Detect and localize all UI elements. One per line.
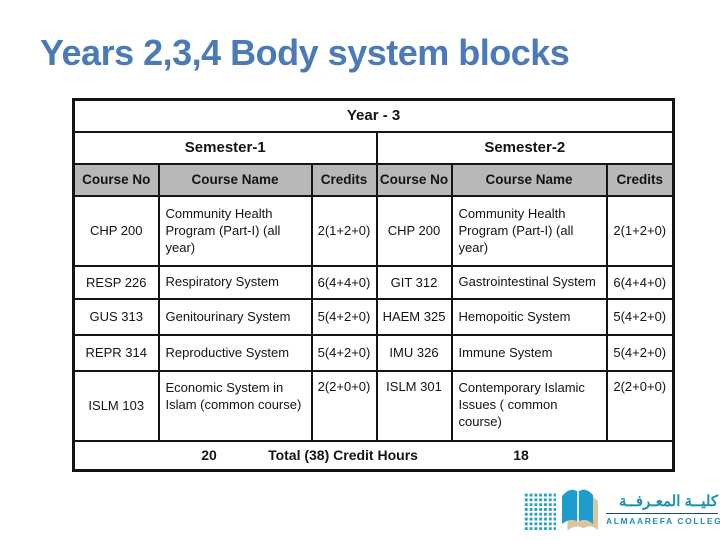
cell-s1-course-no: GUS 313 (72, 297, 160, 336)
cell-s2-course-name: Community Health Program (Part-I) (all y… (450, 194, 608, 267)
cell-s1-credits: 5(4+2+0) (310, 297, 378, 336)
col-header-s1-course-no: Course No (72, 162, 160, 197)
cell-s2-course-no: CHP 200 (375, 194, 453, 267)
cell-s1-course-no: RESP 226 (72, 264, 160, 300)
cell-s2-course-name: Immune System (450, 333, 608, 372)
cell-s1-course-name: Respiratory System (157, 264, 313, 300)
table-row: GUS 313 Genitourinary System 5(4+2+0) HA… (72, 297, 675, 336)
total-credit-hours-label: Total (38) Credit Hours (268, 447, 418, 464)
cell-s2-credits: 5(4+2+0) (605, 333, 675, 372)
cell-s2-credits: 2(1+2+0) (605, 194, 675, 267)
totals-row: 20 Total (38) Credit Hours 18 (72, 439, 675, 472)
college-book-logo-icon (523, 489, 598, 531)
year-header-row: Year - 3 (72, 98, 675, 133)
year-header: Year - 3 (72, 98, 675, 133)
totals-cell: 20 Total (38) Credit Hours 18 (72, 439, 675, 472)
cell-s2-course-no: HAEM 325 (375, 297, 453, 336)
logo-english-name: ALMAAREFA COLLEGE (606, 515, 720, 526)
cell-s2-course-no: IMU 326 (375, 333, 453, 372)
cell-s2-course-no: GIT 312 (375, 264, 453, 300)
table-row: REPR 314 Reproductive System 5(4+2+0) IM… (72, 333, 675, 372)
cell-s2-course-name: Contemporary Islamic Issues ( common cou… (450, 369, 608, 442)
semester-1-header: Semester-1 (72, 130, 378, 165)
cell-s1-course-name: Genitourinary System (157, 297, 313, 336)
cell-s2-credits: 5(4+2+0) (605, 297, 675, 336)
semester-2-total: 18 (513, 447, 529, 464)
semester-1-total: 20 (201, 447, 217, 464)
table-row: RESP 226 Respiratory System 6(4+4+0) GIT… (72, 264, 675, 300)
col-header-s1-course-name: Course Name (157, 162, 313, 197)
cell-s2-course-name: Hemopoitic System (450, 297, 608, 336)
column-header-row: Course No Course Name Credits Course No … (72, 162, 675, 197)
cell-s1-course-no: ISLM 103 (72, 369, 160, 442)
cell-s1-credits: 6(4+4+0) (310, 264, 378, 300)
col-header-s2-course-name: Course Name (450, 162, 608, 197)
course-table: Year - 3 Semester-1 Semester-2 Course No… (72, 98, 676, 472)
cell-s1-course-name: Community Health Program (Part-I) (all y… (157, 194, 313, 267)
table-row: ISLM 103 Economic System in Islam (commo… (72, 369, 675, 442)
cell-s1-credits: 5(4+2+0) (310, 333, 378, 372)
open-book-shape (562, 489, 598, 531)
logo-text: كليــة المعـرفــة ALMAAREFA COLLEGE (606, 493, 720, 526)
col-header-s2-credits: Credits (605, 162, 675, 197)
cell-s2-course-no: ISLM 301 (375, 369, 453, 442)
page-title: Years 2,3,4 Body system blocks (40, 32, 570, 73)
cell-s2-credits: 2(2+0+0) (605, 369, 675, 442)
cell-s1-credits: 2(2+0+0) (310, 369, 378, 442)
cell-s1-course-name: Reproductive System (157, 333, 313, 372)
halftone-dots (523, 493, 556, 530)
cell-s1-credits: 2(1+2+0) (310, 194, 378, 267)
col-header-s1-credits: Credits (310, 162, 378, 197)
cell-s2-course-name: Gastrointestinal System (450, 264, 608, 300)
cell-s2-credits: 6(4+4+0) (605, 264, 675, 300)
semester-header-row: Semester-1 Semester-2 (72, 130, 675, 165)
logo-divider (606, 512, 718, 514)
cell-s1-course-no: CHP 200 (72, 194, 160, 267)
almaarefa-college-logo: كليــة المعـرفــة ALMAAREFA COLLEGE (520, 484, 720, 536)
col-header-s2-course-no: Course No (375, 162, 453, 197)
table-row: CHP 200 Community Health Program (Part-I… (72, 194, 675, 267)
semester-2-header: Semester-2 (375, 130, 675, 165)
cell-s1-course-name: Economic System in Islam (common course) (157, 369, 313, 442)
logo-arabic-name: كليــة المعـرفــة (619, 493, 718, 511)
cell-s1-course-no: REPR 314 (72, 333, 160, 372)
